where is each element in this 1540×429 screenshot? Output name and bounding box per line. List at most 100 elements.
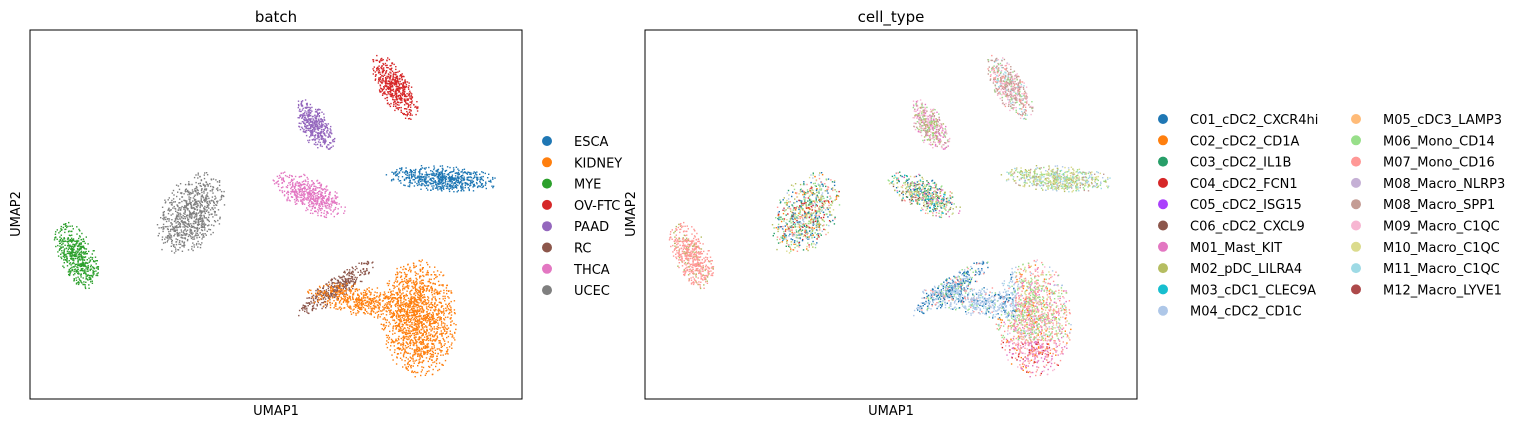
- scatter-point: [312, 205, 314, 207]
- scatter-point: [296, 192, 299, 195]
- scatter-point: [310, 289, 312, 292]
- scatter-point: [163, 211, 165, 213]
- scatter-point: [363, 262, 365, 265]
- scatter-point: [209, 183, 211, 185]
- scatter-point: [77, 263, 79, 265]
- scatter-point: [376, 68, 378, 70]
- scatter-point: [359, 303, 361, 305]
- scatter-point: [406, 312, 409, 315]
- scatter-point: [328, 135, 330, 137]
- scatter-point: [409, 321, 411, 323]
- scatter-point: [306, 192, 308, 194]
- scatter-point: [318, 115, 320, 118]
- scatter-point: [406, 115, 408, 117]
- scatter-point: [436, 185, 438, 187]
- scatter-point: [214, 211, 216, 213]
- scatter-point: [343, 212, 345, 214]
- scatter-point: [409, 113, 412, 115]
- scatter-point: [357, 307, 359, 309]
- scatter-point: [363, 262, 366, 265]
- scatter-point: [350, 306, 352, 308]
- scatter-point: [66, 257, 68, 259]
- scatter-point: [76, 270, 78, 273]
- scatter-point: [404, 350, 406, 352]
- scatter-point: [414, 309, 416, 312]
- scatter-point: [171, 228, 173, 230]
- scatter-point: [417, 322, 420, 324]
- scatter-point: [72, 239, 75, 241]
- scatter-point: [190, 203, 192, 206]
- scatter-point: [387, 91, 389, 93]
- scatter-point: [427, 342, 429, 345]
- scatter-point: [71, 251, 73, 253]
- scatter-point: [393, 299, 395, 302]
- scatter-point: [306, 106, 308, 108]
- scatter-point: [298, 193, 300, 195]
- scatter-point: [343, 291, 345, 293]
- scatter-point: [402, 171, 404, 173]
- scatter-point: [71, 253, 73, 255]
- scatter-point: [325, 146, 328, 148]
- scatter-point: [340, 206, 342, 208]
- scatter-point: [382, 306, 384, 308]
- scatter-point: [405, 313, 408, 316]
- scatter-point: [449, 330, 451, 332]
- scatter-point: [408, 111, 411, 113]
- scatter-point: [344, 299, 346, 301]
- scatter-point: [393, 297, 395, 299]
- scatter-point: [364, 313, 366, 315]
- scatter-point: [316, 111, 318, 113]
- scatter-point: [390, 83, 392, 85]
- scatter-point: [451, 347, 453, 349]
- scatter-point: [444, 179, 447, 181]
- scatter-point: [314, 296, 317, 298]
- scatter-point: [405, 173, 407, 176]
- scatter-point: [318, 118, 320, 120]
- scatter-point: [446, 292, 448, 295]
- scatter-point: [390, 294, 392, 297]
- scatter-point: [396, 75, 399, 77]
- scatter-point: [84, 287, 87, 290]
- scatter-point: [366, 288, 368, 291]
- scatter-point: [345, 285, 347, 287]
- scatter-point: [328, 133, 330, 135]
- scatter-point: [191, 231, 193, 233]
- scatter-point: [424, 374, 427, 376]
- scatter-point: [172, 227, 175, 229]
- scatter-point: [357, 305, 359, 307]
- scatter-point: [316, 195, 318, 197]
- scatter-point: [429, 337, 432, 340]
- scatter-point: [382, 69, 384, 71]
- scatter-point: [336, 201, 338, 204]
- scatter-point: [429, 306, 431, 309]
- scatter-point: [434, 321, 437, 323]
- scatter-point: [378, 308, 380, 310]
- scatter-point: [426, 285, 428, 287]
- scatter-point: [91, 275, 94, 277]
- scatter-point: [289, 174, 291, 176]
- scatter-point: [382, 309, 384, 311]
- scatter-point: [80, 273, 82, 275]
- scatter-point: [316, 128, 319, 130]
- scatter-point: [223, 190, 225, 193]
- scatter-point: [418, 176, 420, 179]
- scatter-point: [362, 291, 365, 294]
- scatter-point: [403, 95, 406, 98]
- scatter-point: [89, 269, 91, 272]
- scatter-point: [203, 210, 205, 212]
- scatter-point: [366, 260, 369, 263]
- scatter-point: [80, 242, 82, 244]
- scatter-point: [330, 129, 332, 131]
- scatter-point: [395, 76, 398, 79]
- scatter-point: [303, 180, 305, 182]
- scatter-point: [387, 88, 390, 90]
- scatter-point: [319, 208, 321, 210]
- scatter-point: [309, 103, 312, 106]
- scatter-point: [440, 306, 443, 308]
- scatter-point: [184, 238, 187, 240]
- scatter-point: [379, 87, 382, 89]
- scatter-point: [202, 183, 204, 185]
- scatter-point: [427, 274, 429, 276]
- scatter-point: [295, 198, 298, 200]
- scatter-point: [81, 282, 83, 284]
